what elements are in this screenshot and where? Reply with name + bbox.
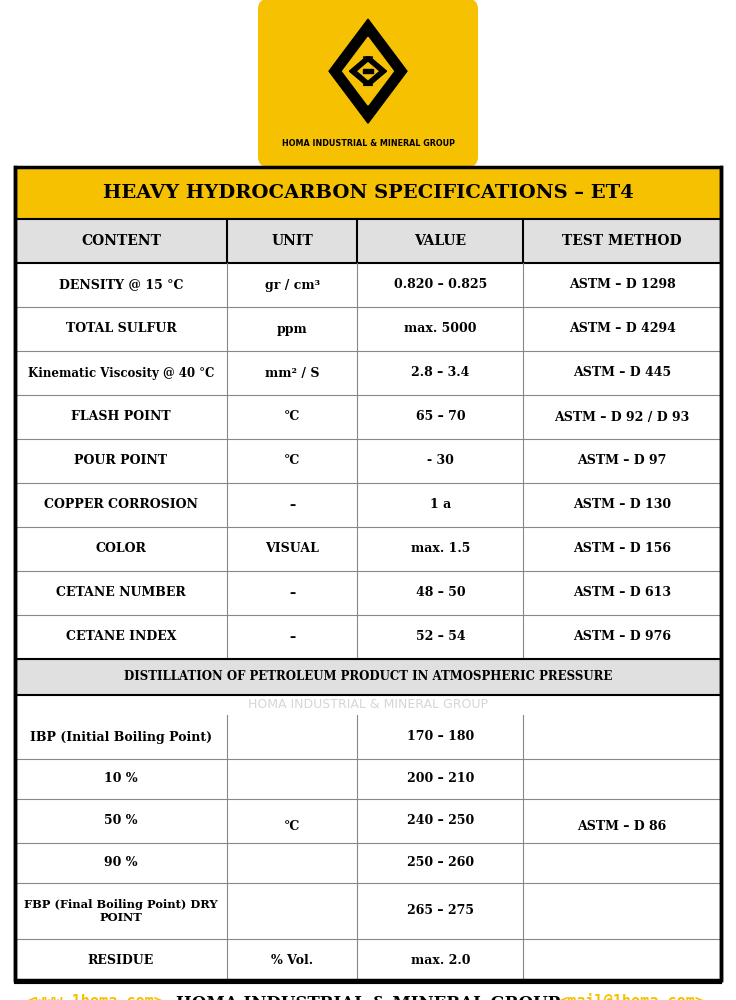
Bar [15,715,721,759]
Text: ASTM – D 4294: ASTM – D 4294 [569,322,676,336]
Text: max. 1.5: max. 1.5 [411,542,470,556]
Text: 2.8 – 3.4: 2.8 – 3.4 [411,366,470,379]
Text: POUR POINT: POUR POINT [74,454,167,468]
Text: ASTM – D 613: ASTM – D 613 [573,586,671,599]
Text: °C: °C [284,820,300,834]
Text: HOMA INDUSTRIAL & MINERAL GROUP: HOMA INDUSTRIAL & MINERAL GROUP [281,138,455,147]
Text: °C: °C [284,410,300,424]
Bar [15,939,721,983]
Bar [15,883,721,939]
Bar [15,983,721,1000]
Text: 90 %: 90 % [105,856,138,869]
Bar [15,219,721,263]
Text: max. 2.0: max. 2.0 [411,954,470,968]
Text: HEAVY HYDROCARBON SPECIFICATIONS – ET4: HEAVY HYDROCARBON SPECIFICATIONS – ET4 [102,184,634,202]
Bar [15,759,721,799]
Text: VALUE: VALUE [414,234,467,248]
Text: Kinematic Viscosity @ 40 °C: Kinematic Viscosity @ 40 °C [28,366,214,379]
Bar [363,69,373,73]
Text: 250 – 260: 250 – 260 [407,856,474,869]
Text: ASTM – D 156: ASTM – D 156 [573,542,671,556]
Text: mm² / S: mm² / S [265,366,319,379]
Bar [15,615,721,659]
Polygon shape [329,19,407,123]
Text: ASTM – D 976: ASTM – D 976 [573,631,671,644]
Text: 240 – 250: 240 – 250 [407,814,474,828]
Text: % Vol.: % Vol. [271,954,313,968]
Text: –: – [289,498,295,512]
Bar [15,571,721,615]
Bar [15,439,721,483]
Text: COPPER CORROSION: COPPER CORROSION [44,498,198,512]
Bar [15,167,721,219]
Bar [15,483,721,527]
FancyBboxPatch shape [258,0,478,167]
Text: 65 – 70: 65 – 70 [416,410,465,424]
Text: VISUAL: VISUAL [265,542,319,556]
Text: gr / cm³: gr / cm³ [264,278,319,292]
Text: 1 a: 1 a [430,498,451,512]
Text: UNIT: UNIT [272,234,313,248]
Bar [15,843,721,883]
Text: –: – [289,631,295,644]
Bar [15,659,721,695]
Bar [15,351,721,395]
Bar [15,307,721,351]
Text: 0.820 – 0.825: 0.820 – 0.825 [394,278,487,292]
Text: ASTM – D 1298: ASTM – D 1298 [569,278,676,292]
Text: ASTM – D 445: ASTM – D 445 [573,366,671,379]
Text: DISTILLATION OF PETROLEUM PRODUCT IN ATMOSPHERIC PRESSURE: DISTILLATION OF PETROLEUM PRODUCT IN ATM… [124,670,612,684]
Text: <www.1homa.com>: <www.1homa.com> [26,994,163,1000]
Text: FLASH POINT: FLASH POINT [71,410,171,424]
Text: IBP (Initial Boiling Point): IBP (Initial Boiling Point) [30,730,212,744]
Text: 48 – 50: 48 – 50 [416,586,465,599]
Text: ASTM – D 130: ASTM – D 130 [573,498,671,512]
Text: TOTAL SULFUR: TOTAL SULFUR [66,322,177,336]
Text: TEST METHOD: TEST METHOD [562,234,682,248]
Text: ASTM – D 97: ASTM – D 97 [578,454,667,468]
Text: <mail@1homa.com>: <mail@1homa.com> [558,994,704,1000]
Text: ASTM – D 86: ASTM – D 86 [578,820,667,834]
Bar [15,395,721,439]
Text: 52 – 54: 52 – 54 [416,631,465,644]
Text: DENSITY @ 15 °C: DENSITY @ 15 °C [59,278,183,292]
Text: ASTM – D 92 / D 93: ASTM – D 92 / D 93 [554,410,690,424]
Text: 170 – 180: 170 – 180 [407,730,474,744]
Text: CETANE INDEX: CETANE INDEX [66,631,176,644]
Text: 265 – 275: 265 – 275 [407,904,474,918]
Text: COLOR: COLOR [96,542,146,556]
Text: HOMA INDUSTRIAL & MINERAL GROUP: HOMA INDUSTRIAL & MINERAL GROUP [176,994,560,1000]
Text: ppm: ppm [277,322,308,336]
Bar [15,799,721,843]
Text: H: H [329,419,407,499]
Polygon shape [364,57,386,85]
Bar [15,980,721,1000]
Bar [15,263,721,307]
Text: CONTENT: CONTENT [81,234,161,248]
Text: FBP (Final Boiling Point) DRY
POINT: FBP (Final Boiling Point) DRY POINT [24,899,218,923]
Text: 10 %: 10 % [104,772,138,786]
Text: max. 5000: max. 5000 [404,322,477,336]
Text: RESIDUE: RESIDUE [88,954,154,968]
Text: CETANE NUMBER: CETANE NUMBER [56,586,185,599]
Bar [15,167,721,980]
Polygon shape [343,37,393,105]
Text: 200 – 210: 200 – 210 [407,772,474,786]
Text: 50 %: 50 % [105,814,138,828]
Polygon shape [350,57,372,85]
Text: - 30: - 30 [427,454,454,468]
Bar [15,527,721,571]
Text: –: – [289,586,295,599]
Text: °C: °C [284,454,300,468]
Text: HOMA INDUSTRIAL & MINERAL GROUP: HOMA INDUSTRIAL & MINERAL GROUP [248,698,488,712]
